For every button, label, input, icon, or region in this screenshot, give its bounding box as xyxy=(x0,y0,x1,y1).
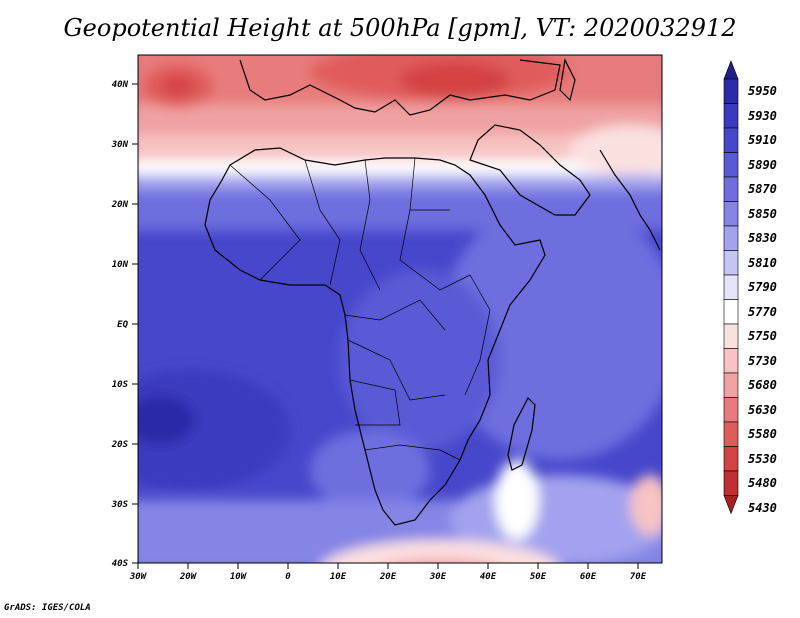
colorbar-label: 5730 xyxy=(748,354,777,368)
lon-axis: 30W 20W 10W 0 10E 20E 30E 40E 50E 60E 70… xyxy=(129,563,647,582)
lat-label: 20S xyxy=(111,440,129,450)
colorbar-swatch xyxy=(723,274,739,300)
lon-label: 10E xyxy=(330,572,347,582)
credit-text: GrADS: IGES/COLA xyxy=(4,603,91,613)
colorbar xyxy=(723,60,739,515)
colorbar-swatch xyxy=(723,323,739,349)
colorbar-swatch xyxy=(723,348,739,374)
colorbar-label: 5870 xyxy=(748,182,777,196)
indian-ocean-5850 xyxy=(440,200,662,460)
arabia-coast xyxy=(469,124,591,216)
colorbar-label: 5790 xyxy=(748,280,777,294)
atlantic-high-core xyxy=(138,395,195,445)
country-borders xyxy=(229,157,491,461)
border-east xyxy=(464,274,491,396)
colorbar-label: 5850 xyxy=(748,207,777,221)
lon-label: 20W xyxy=(179,572,198,582)
colorbar-swatch xyxy=(723,421,739,447)
lon-label: 0 xyxy=(285,572,291,582)
colorbar-swatch xyxy=(723,372,739,398)
colorbar-label: 5910 xyxy=(748,133,777,147)
height-field xyxy=(138,55,662,563)
colorbar-label: 5530 xyxy=(748,452,777,466)
border-angola xyxy=(349,379,401,426)
lat-label: 40S xyxy=(112,559,129,569)
asia-patch xyxy=(570,125,662,175)
border-sahara-east xyxy=(359,159,381,291)
lon-label: 50E xyxy=(530,572,547,582)
india-coast xyxy=(599,149,661,251)
colorbar-label: 5890 xyxy=(748,158,777,172)
lat-label: 30N xyxy=(111,140,129,150)
coastlines xyxy=(204,58,661,526)
southern-ocean-5730 xyxy=(323,540,557,563)
border-sahara-mid xyxy=(304,159,341,286)
colorbar-label: 5580 xyxy=(748,427,777,441)
lat-label: 10S xyxy=(112,380,129,390)
colorbar-top-arrow xyxy=(723,60,739,80)
lon-label: 60E xyxy=(580,572,597,582)
central-africa-5870 xyxy=(340,270,500,450)
colorbar-labels: 5950 5930 5910 5890 5870 5850 5830 5810 … xyxy=(748,84,777,515)
lat-axis: 40N 30N 20N 10N EQ 10S 20S 30S 40S xyxy=(111,80,138,569)
lat-label: 30S xyxy=(111,500,129,510)
border-central xyxy=(344,299,446,331)
border-congo xyxy=(347,339,446,401)
southern-ocean-5630 xyxy=(393,559,487,563)
colorbar-swatch xyxy=(723,299,739,325)
colorbar-swatch xyxy=(723,250,739,276)
lon-label: 30W xyxy=(129,572,148,582)
colorbar-label: 5950 xyxy=(748,84,777,98)
colorbar-label: 5830 xyxy=(748,231,777,245)
lat-label: EQ xyxy=(117,320,128,330)
atlantic-low-core xyxy=(162,76,194,96)
map-title: Geopotential Height at 500hPa [gpm], VT:… xyxy=(63,14,737,42)
plot-frame xyxy=(137,54,663,564)
lat-label: 10N xyxy=(112,260,129,270)
colorbar-label: 5480 xyxy=(748,476,777,490)
colorbar-swatch xyxy=(723,201,739,227)
lon-label: 20E xyxy=(379,572,397,582)
lat-label: 20N xyxy=(111,200,129,210)
far-south-east-low xyxy=(630,475,662,535)
colorbar-swatch xyxy=(723,397,739,423)
lat-label: 40N xyxy=(112,80,129,90)
colorbar-label: 5430 xyxy=(748,501,777,515)
border-sahara-west xyxy=(229,164,301,281)
lon-label: 30E xyxy=(429,572,447,582)
madagascar-coast xyxy=(507,396,536,471)
border-southern xyxy=(364,444,461,461)
colorbar-swatch xyxy=(723,225,739,251)
colorbar-swatch xyxy=(723,127,739,153)
africa-coast xyxy=(204,147,546,526)
lon-label: 70E xyxy=(630,572,647,582)
colorbar-label: 5810 xyxy=(748,256,777,270)
border-sudan xyxy=(399,209,471,291)
colorbar-label: 5750 xyxy=(748,329,777,343)
colorbar-swatch xyxy=(723,103,739,129)
colorbar-label: 5630 xyxy=(748,403,777,417)
colorbar-swatch xyxy=(723,176,739,202)
colorbar-label: 5770 xyxy=(748,305,777,319)
lon-label: 10W xyxy=(230,572,248,582)
madagascar-trough xyxy=(495,460,539,540)
colorbar-swatch xyxy=(723,470,739,496)
caspian-coast xyxy=(559,58,576,102)
colorbar-bottom-arrow xyxy=(723,495,739,515)
colorbar-label: 5680 xyxy=(748,378,777,392)
colorbar-swatch xyxy=(723,152,739,178)
lon-label: 40E xyxy=(480,572,497,582)
colorbar-swatch xyxy=(723,78,739,104)
europe-coast xyxy=(239,59,561,116)
trough-core xyxy=(400,62,510,98)
colorbar-label: 5930 xyxy=(748,109,777,123)
colorbar-swatch xyxy=(723,446,739,472)
